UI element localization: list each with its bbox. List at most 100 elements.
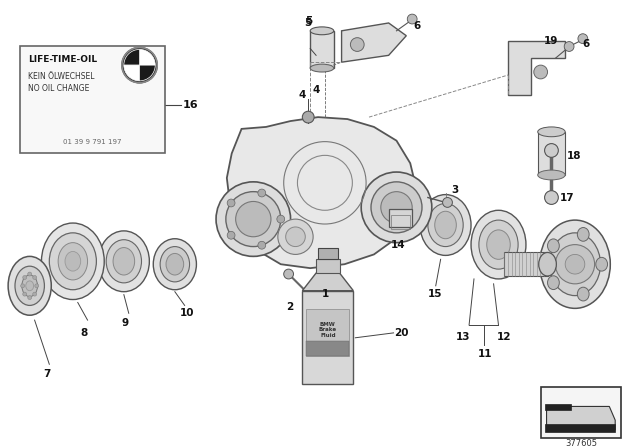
- Text: 9: 9: [122, 318, 129, 328]
- Circle shape: [545, 144, 558, 157]
- Circle shape: [227, 199, 235, 207]
- Circle shape: [227, 231, 235, 239]
- Bar: [310, 31, 333, 68]
- Text: 17: 17: [560, 193, 575, 202]
- Circle shape: [20, 284, 24, 288]
- Ellipse shape: [58, 243, 88, 280]
- Ellipse shape: [539, 253, 556, 276]
- Ellipse shape: [26, 281, 34, 291]
- Wedge shape: [140, 65, 156, 81]
- Bar: [20, 46, 165, 153]
- Circle shape: [33, 292, 36, 296]
- Text: LIFE-TIME-OIL: LIFE-TIME-OIL: [28, 55, 97, 64]
- Text: 12: 12: [497, 332, 511, 342]
- Circle shape: [23, 292, 27, 296]
- Ellipse shape: [540, 220, 611, 308]
- Bar: [545, 405, 571, 410]
- Wedge shape: [140, 49, 156, 65]
- Bar: [318, 248, 338, 259]
- Text: 5: 5: [304, 18, 312, 28]
- Bar: [545, 424, 615, 432]
- Circle shape: [33, 276, 36, 280]
- Text: 7: 7: [44, 369, 51, 379]
- Polygon shape: [302, 273, 353, 291]
- Ellipse shape: [428, 203, 463, 246]
- Text: 4: 4: [312, 85, 319, 95]
- Ellipse shape: [166, 254, 184, 275]
- Circle shape: [35, 284, 39, 288]
- Ellipse shape: [22, 275, 38, 297]
- Ellipse shape: [577, 287, 589, 301]
- Text: 10: 10: [180, 308, 195, 318]
- Circle shape: [351, 38, 364, 52]
- Wedge shape: [124, 65, 140, 81]
- Ellipse shape: [106, 240, 141, 283]
- Circle shape: [216, 182, 291, 256]
- Text: 16: 16: [182, 100, 198, 110]
- Circle shape: [564, 42, 574, 52]
- Circle shape: [361, 172, 432, 243]
- Text: 3: 3: [451, 185, 459, 195]
- Ellipse shape: [310, 27, 333, 35]
- Circle shape: [285, 227, 305, 246]
- Ellipse shape: [420, 194, 471, 255]
- Text: BMW
Brake
Fluid: BMW Brake Fluid: [319, 322, 337, 338]
- Circle shape: [284, 269, 294, 279]
- Circle shape: [534, 65, 548, 79]
- Text: 6: 6: [583, 39, 590, 48]
- Ellipse shape: [596, 257, 607, 271]
- Text: 11: 11: [478, 349, 492, 359]
- Circle shape: [122, 47, 157, 83]
- Text: 4: 4: [298, 90, 306, 99]
- Bar: [316, 259, 340, 273]
- Ellipse shape: [548, 276, 559, 289]
- Text: KEIN ÖLWECHSEL: KEIN ÖLWECHSEL: [28, 73, 94, 82]
- Ellipse shape: [479, 220, 518, 269]
- Text: 13: 13: [455, 332, 470, 342]
- Ellipse shape: [538, 170, 565, 180]
- Text: 5: 5: [305, 16, 312, 26]
- Text: 20: 20: [394, 328, 409, 338]
- Text: 1: 1: [322, 289, 329, 299]
- Text: 377605: 377605: [565, 439, 597, 448]
- Circle shape: [277, 215, 285, 223]
- Circle shape: [578, 34, 588, 43]
- Ellipse shape: [15, 266, 44, 306]
- Text: 6: 6: [413, 21, 420, 31]
- Ellipse shape: [548, 239, 559, 253]
- Polygon shape: [508, 41, 565, 95]
- Polygon shape: [547, 406, 615, 430]
- Circle shape: [565, 254, 585, 274]
- Circle shape: [258, 189, 266, 197]
- Circle shape: [381, 192, 412, 223]
- Text: 18: 18: [567, 151, 582, 161]
- Circle shape: [226, 192, 281, 246]
- Ellipse shape: [65, 251, 81, 271]
- Circle shape: [545, 191, 558, 204]
- Text: 14: 14: [390, 240, 405, 250]
- Ellipse shape: [113, 248, 134, 275]
- Bar: [307, 341, 349, 357]
- Ellipse shape: [310, 64, 333, 72]
- Ellipse shape: [538, 127, 565, 137]
- Bar: [541, 387, 621, 438]
- Circle shape: [407, 14, 417, 24]
- Circle shape: [258, 241, 266, 249]
- Ellipse shape: [160, 246, 189, 282]
- Circle shape: [23, 276, 27, 280]
- Ellipse shape: [99, 231, 149, 292]
- Bar: [302, 291, 353, 384]
- Polygon shape: [227, 117, 416, 268]
- Ellipse shape: [42, 223, 104, 300]
- Text: 8: 8: [81, 328, 88, 338]
- Text: 2: 2: [285, 302, 293, 312]
- Ellipse shape: [487, 230, 510, 259]
- Wedge shape: [124, 49, 140, 65]
- Text: NO OIL CHANGE: NO OIL CHANGE: [28, 84, 89, 93]
- Ellipse shape: [8, 256, 51, 315]
- Circle shape: [371, 182, 422, 233]
- Ellipse shape: [49, 233, 97, 290]
- Circle shape: [302, 111, 314, 123]
- Bar: [307, 309, 349, 357]
- Text: 15: 15: [428, 289, 442, 299]
